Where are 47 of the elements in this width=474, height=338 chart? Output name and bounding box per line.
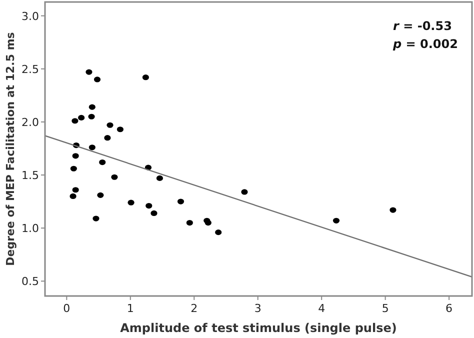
point	[94, 76, 101, 82]
point	[92, 216, 100, 222]
point	[104, 135, 111, 141]
annotation: p = 0.002	[392, 37, 458, 51]
point	[186, 220, 193, 226]
point	[86, 69, 92, 75]
x-tick-label: 6	[446, 302, 453, 315]
point	[332, 218, 340, 224]
point	[177, 198, 184, 204]
x-tick-label: 2	[190, 302, 198, 315]
point	[99, 159, 106, 166]
point	[72, 118, 78, 124]
x-tick-label: 5	[382, 302, 389, 315]
x-tick-label: 1	[126, 302, 134, 315]
x-tick-label: 0	[63, 302, 70, 315]
y-tick-label: 0.5	[22, 275, 39, 288]
point	[70, 166, 77, 172]
point	[97, 192, 104, 198]
point	[116, 126, 124, 132]
point	[156, 175, 164, 181]
point	[142, 74, 149, 80]
point	[88, 104, 96, 110]
point	[390, 207, 396, 213]
y-tick-label: 3.0	[22, 10, 39, 23]
point	[128, 200, 134, 206]
y-tick-label: 2.5	[22, 62, 39, 76]
x-axis-title: Amplitude of test stimulus (single pulse)	[120, 321, 397, 335]
point	[88, 114, 95, 120]
y-tick-label: 1.0	[22, 222, 39, 236]
point	[215, 230, 222, 236]
point	[72, 153, 79, 159]
y-tick-label: 2.0	[22, 116, 39, 129]
point	[150, 210, 158, 216]
point	[72, 187, 79, 193]
point	[78, 114, 85, 120]
point	[106, 122, 114, 128]
point	[204, 220, 212, 226]
x-tick-label: 3	[254, 302, 262, 315]
point	[88, 144, 96, 150]
y-axis-title: Degree of MEP Facilitation at 12.5 ms	[4, 32, 17, 266]
x-tick-label: 4	[318, 302, 326, 315]
y-tick-label: 1.5	[22, 169, 39, 182]
point	[111, 174, 118, 180]
point	[70, 193, 76, 200]
point	[146, 202, 152, 209]
point	[241, 189, 248, 195]
annotation: r = -0.53	[393, 19, 452, 33]
